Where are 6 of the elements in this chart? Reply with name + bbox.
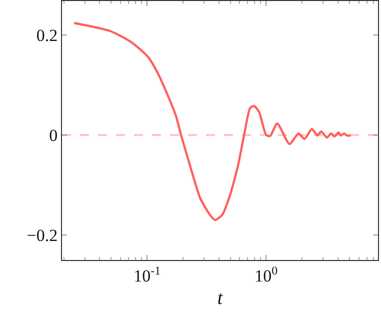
x-tick-label: 10$^{0}$ — [254, 263, 278, 286]
x-axis-title: t — [217, 288, 224, 310]
y-tick-label: −0.2 — [26, 226, 58, 245]
y-tick-label: 0 — [49, 126, 58, 145]
y-tick-label: 0.2 — [36, 26, 58, 45]
x-tick-label: 10$^{-1}$ — [134, 263, 161, 286]
